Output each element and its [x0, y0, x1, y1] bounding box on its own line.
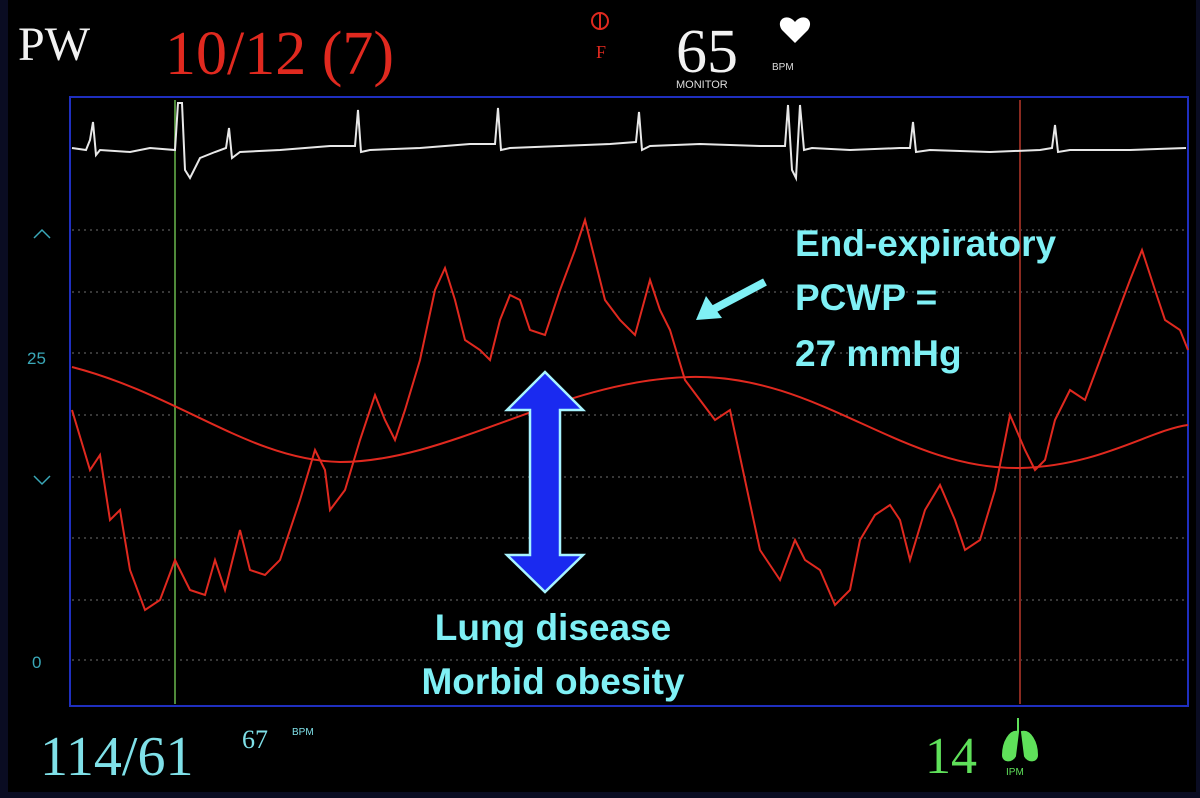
mode-label: PW	[18, 18, 91, 71]
pointer-arrowhead	[696, 296, 722, 320]
axis-label: 0	[32, 653, 41, 672]
annotation-text: End-expiratory	[795, 223, 1057, 264]
pulse: 67	[242, 725, 268, 754]
annotation-text: 27 mmHg	[795, 333, 962, 374]
annotation-text: PCWP =	[795, 277, 937, 318]
double-arrow	[503, 370, 587, 594]
axis-label: 25	[27, 349, 46, 368]
resp-unit: IPM	[1006, 767, 1024, 778]
pressure-reading: 10/12 (7)	[165, 20, 394, 88]
resp-rate: 14	[925, 728, 977, 785]
pointer-arrow	[710, 278, 767, 314]
ecg-waveform	[71, 102, 1187, 182]
pressure-waveform	[71, 216, 1189, 612]
scale-down-icon	[33, 475, 51, 486]
plot-frame	[69, 96, 1189, 707]
indicator-label: F	[596, 42, 606, 62]
heart-icon	[779, 17, 811, 43]
annotation-text: Lung disease	[435, 607, 671, 648]
lungs-icon	[1001, 718, 1039, 762]
mean-pressure-line	[71, 366, 1189, 470]
hr-unit: BPM	[772, 62, 794, 73]
heart-rate: 65	[676, 18, 738, 86]
pulse-unit: BPM	[292, 727, 314, 738]
hr-source: MONITOR	[676, 79, 728, 91]
blood-pressure: 114/61	[40, 726, 193, 788]
scale-up-icon	[33, 228, 51, 239]
annotation-text: Morbid obesity	[421, 661, 685, 702]
